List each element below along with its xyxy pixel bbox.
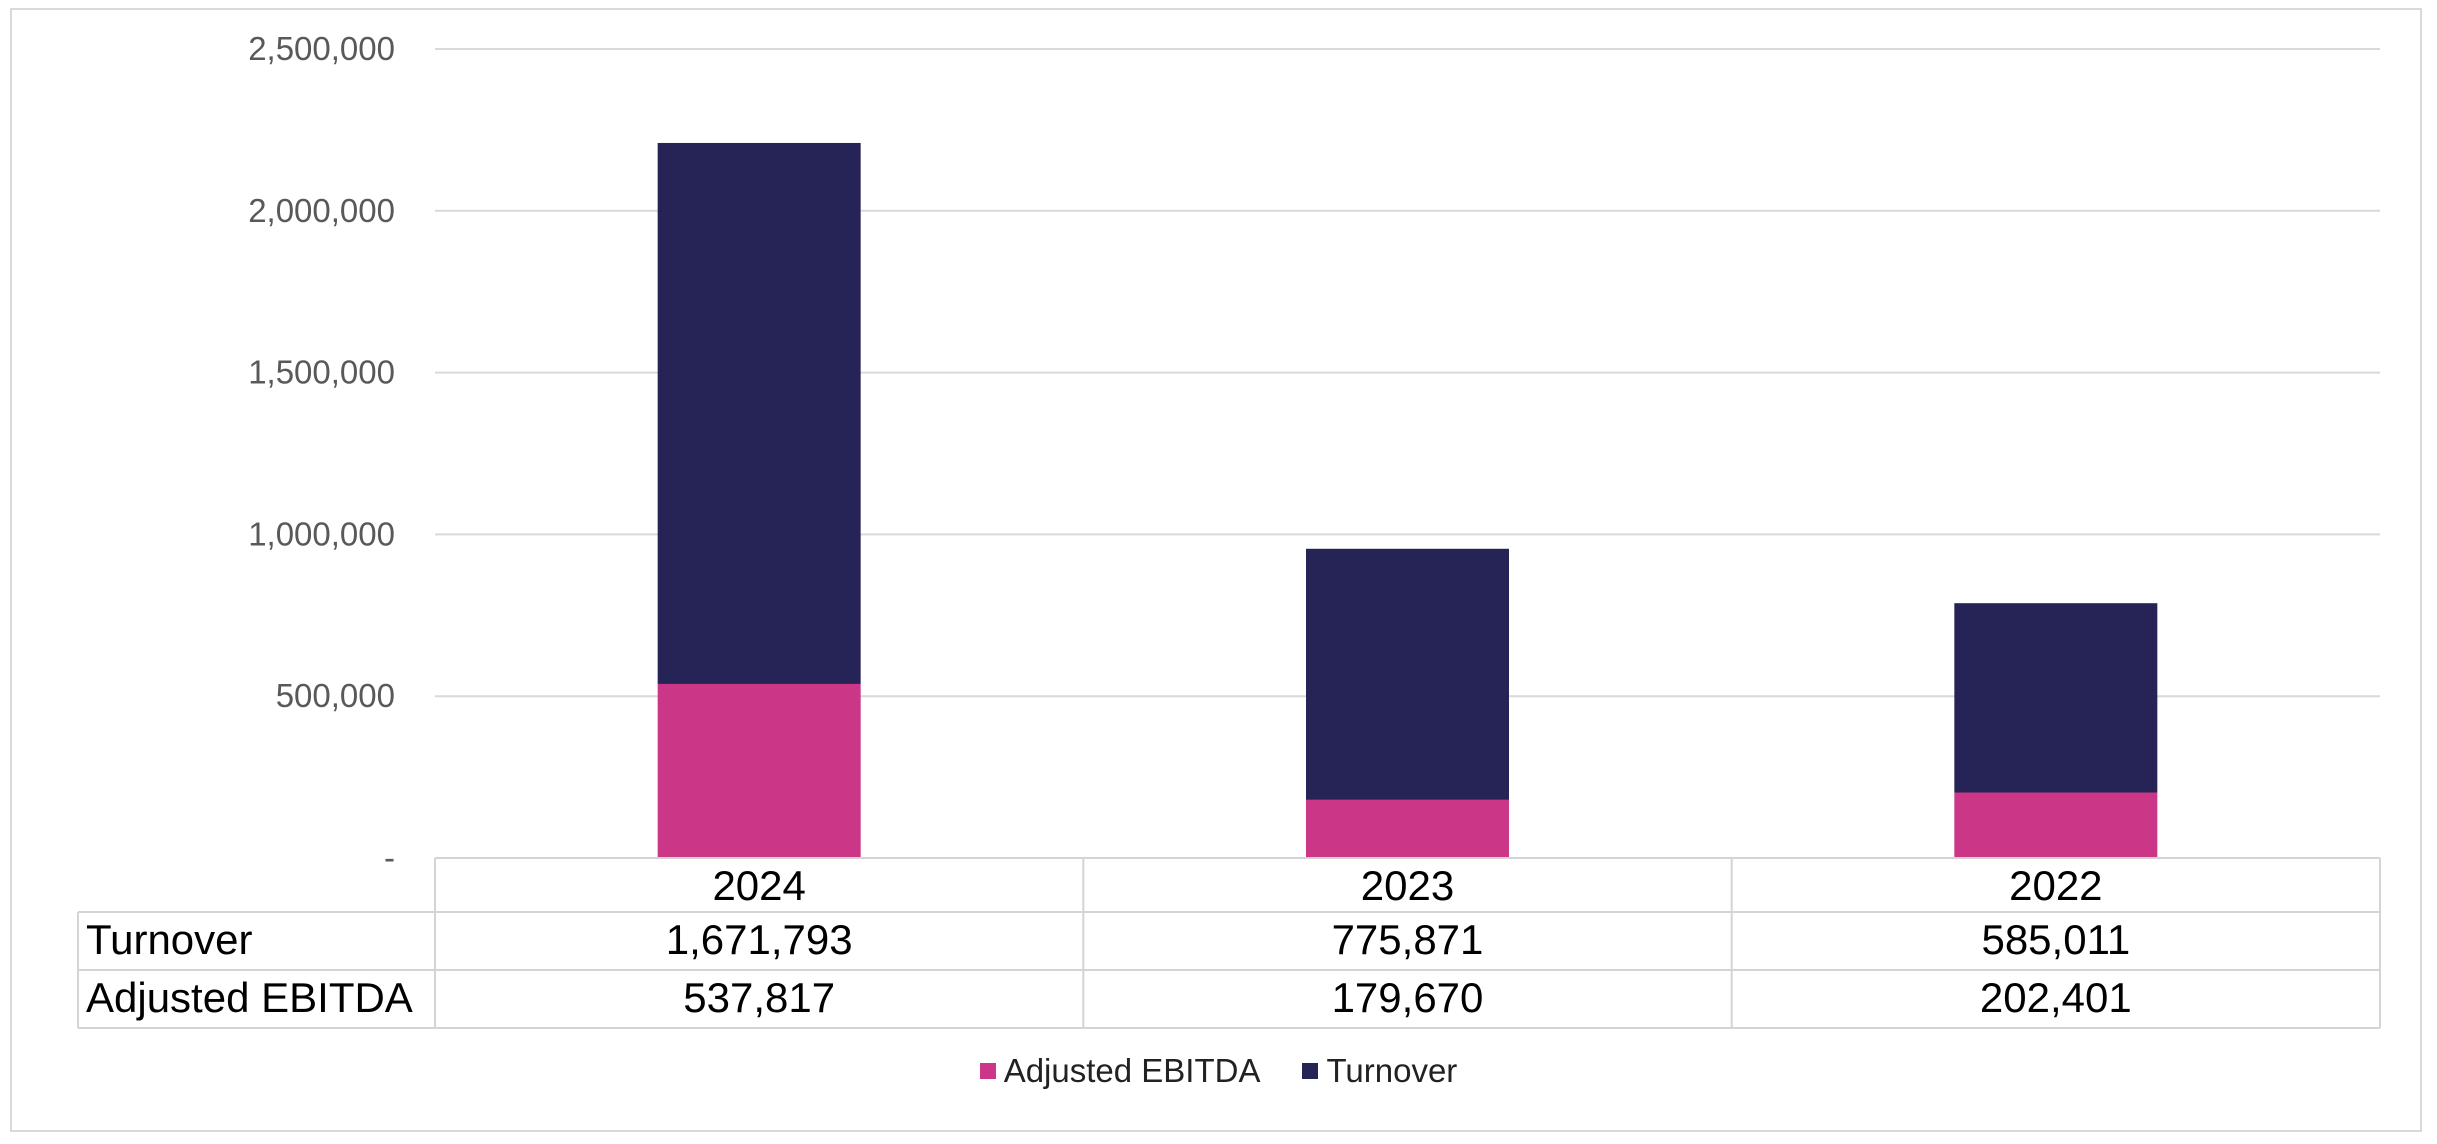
data-table: 2024 2023 2022 Turnover 1,671,793 775,871 585,… bbox=[77, 857, 2381, 1029]
category-label: 2022 bbox=[2009, 862, 2102, 909]
y-tick-label: 2,500,000 bbox=[248, 30, 395, 67]
y-axis-tick-labels: - 500,000 1,000,000 1,500,000 2,000,000 2,500… bbox=[248, 30, 395, 876]
y-tick-label: 1,500,000 bbox=[248, 354, 395, 391]
table-cell: 775,871 bbox=[1332, 916, 1484, 963]
chart-frame bbox=[10, 8, 2422, 1132]
bar-adjusted-ebitda-2024 bbox=[657, 683, 861, 858]
category-label: 2024 bbox=[712, 862, 805, 909]
y-tick-label: 500,000 bbox=[276, 677, 395, 714]
table-cell: 1,671,793 bbox=[666, 916, 853, 963]
bars bbox=[657, 142, 2158, 858]
bar-adjusted-ebitda-2023 bbox=[1306, 799, 1509, 858]
y-tick-label: - bbox=[384, 839, 395, 876]
legend-item: Turnover bbox=[1302, 1052, 1457, 1090]
table-row-label: Turnover bbox=[86, 916, 253, 963]
bar-turnover-2023 bbox=[1306, 548, 1509, 800]
table-cell: 202,401 bbox=[1980, 974, 2132, 1021]
y-tick-label: 2,000,000 bbox=[248, 192, 395, 229]
y-tick-label: 1,000,000 bbox=[248, 515, 395, 552]
legend-label: Turnover bbox=[1326, 1052, 1458, 1089]
bar-turnover-2024 bbox=[657, 142, 861, 684]
legend-label: Adjusted EBITDA bbox=[1003, 1052, 1261, 1089]
legend-item: Adjusted EBITDA bbox=[979, 1052, 1261, 1090]
legend: Adjusted EBITDA Turnover bbox=[0, 1052, 2437, 1090]
bar-turnover-2022 bbox=[1954, 603, 2158, 793]
table-row-label: Adjusted EBITDA bbox=[86, 974, 413, 1021]
table-cell: 537,817 bbox=[683, 974, 835, 1021]
bar-adjusted-ebitda-2022 bbox=[1954, 792, 2158, 858]
category-label: 2023 bbox=[1361, 862, 1454, 909]
table-cell: 179,670 bbox=[1332, 974, 1484, 1021]
table-cell: 585,011 bbox=[1981, 916, 2130, 963]
legend-swatch bbox=[979, 1063, 996, 1079]
legend-swatch bbox=[1302, 1063, 1319, 1079]
